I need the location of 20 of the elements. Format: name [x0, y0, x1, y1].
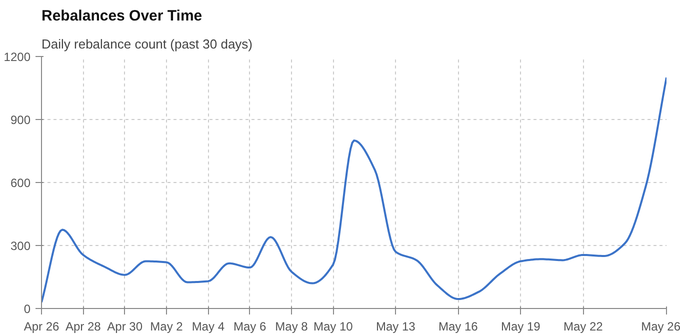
y-tick-label: 900	[10, 113, 31, 127]
x-tick-label: May 2	[150, 320, 184, 334]
x-tick-label: May 16	[438, 320, 478, 334]
x-tick-label: May 4	[192, 320, 225, 334]
y-tick-label: 1200	[4, 50, 31, 64]
y-tick-label: 300	[10, 239, 31, 253]
x-tick-label: May 10	[313, 320, 354, 334]
x-tick-label: Apr 30	[107, 320, 143, 334]
x-tick-label: Apr 28	[65, 320, 102, 334]
chart-subtitle: Daily rebalance count (past 30 days)	[42, 36, 253, 52]
x-tick-label: Apr 26	[24, 320, 60, 334]
y-tick-label: 0	[24, 302, 31, 316]
x-tick-label: May 6	[233, 320, 266, 334]
x-tick-label: May 26	[641, 320, 680, 334]
chart-title: Rebalances Over Time	[42, 8, 202, 24]
y-tick-label: 600	[10, 176, 31, 190]
x-tick-label: May 8	[275, 320, 308, 334]
x-tick-label: May 13	[376, 320, 416, 334]
x-tick-label: May 19	[500, 320, 541, 334]
x-tick-label: May 22	[563, 320, 604, 334]
